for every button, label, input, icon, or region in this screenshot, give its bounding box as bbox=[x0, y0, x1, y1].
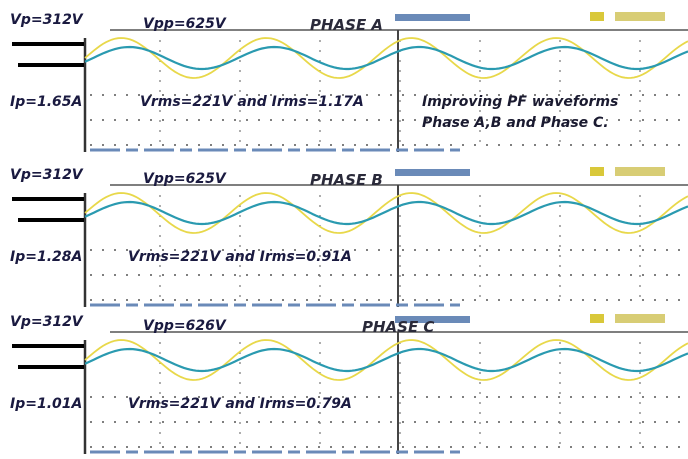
scope-figure: Vp=312V Vpp=625V PHASE A Ip=1.65A Vrms=221V … bbox=[0, 0, 688, 459]
scope-panel: Vp=312V Vpp=625V PHASE B Ip=1.28A Vrms=221V … bbox=[10, 167, 688, 307]
rms-label: Vrms=221V and Irms=1.17A bbox=[140, 94, 364, 110]
rms-label: Vrms=221V and Irms=0.91A bbox=[128, 249, 352, 265]
trigger-marker bbox=[395, 169, 470, 176]
indicator bbox=[615, 314, 665, 323]
ip-label: Ip=1.01A bbox=[10, 396, 82, 412]
waveform bbox=[85, 340, 688, 380]
reference-bar bbox=[18, 63, 84, 67]
vp-label: Vp=312V bbox=[10, 12, 84, 28]
ip-label: Ip=1.65A bbox=[10, 94, 82, 110]
reference-bar bbox=[12, 42, 84, 46]
vpp-label: Vpp=626V bbox=[143, 318, 227, 334]
ip-label: Ip=1.28A bbox=[10, 249, 82, 265]
waveform bbox=[85, 193, 688, 233]
reference-bar bbox=[18, 218, 84, 222]
note-line: Phase A,B and Phase C. bbox=[422, 115, 609, 131]
waveform bbox=[85, 202, 688, 224]
scope-panel: Vp=312V Vpp=626V PHASE C Ip=1.01A Vrms=221V … bbox=[10, 314, 688, 454]
reference-bar bbox=[12, 197, 84, 201]
indicator bbox=[590, 314, 604, 323]
vp-label: Vp=312V bbox=[10, 167, 84, 183]
trigger-marker bbox=[395, 14, 470, 21]
waveform bbox=[85, 38, 688, 78]
waveform bbox=[85, 47, 688, 69]
waveform bbox=[85, 349, 688, 371]
vpp-label: Vpp=625V bbox=[143, 16, 227, 32]
indicator bbox=[615, 12, 665, 21]
vpp-label: Vpp=625V bbox=[143, 171, 227, 187]
note-line: Improving PF waveforms bbox=[422, 94, 618, 110]
indicator bbox=[590, 12, 604, 21]
indicator bbox=[615, 167, 665, 176]
indicator bbox=[590, 167, 604, 176]
reference-bar bbox=[18, 365, 84, 369]
scope-panel: Vp=312V Vpp=625V PHASE A Ip=1.65A Vrms=221V … bbox=[10, 12, 688, 152]
phase-title: PHASE C bbox=[362, 318, 434, 336]
phase-title: PHASE B bbox=[310, 171, 383, 189]
rms-label: Vrms=221V and Irms=0.79A bbox=[128, 396, 352, 412]
vp-label: Vp=312V bbox=[10, 314, 84, 330]
phase-title: PHASE A bbox=[310, 16, 383, 34]
reference-bar bbox=[12, 344, 84, 348]
